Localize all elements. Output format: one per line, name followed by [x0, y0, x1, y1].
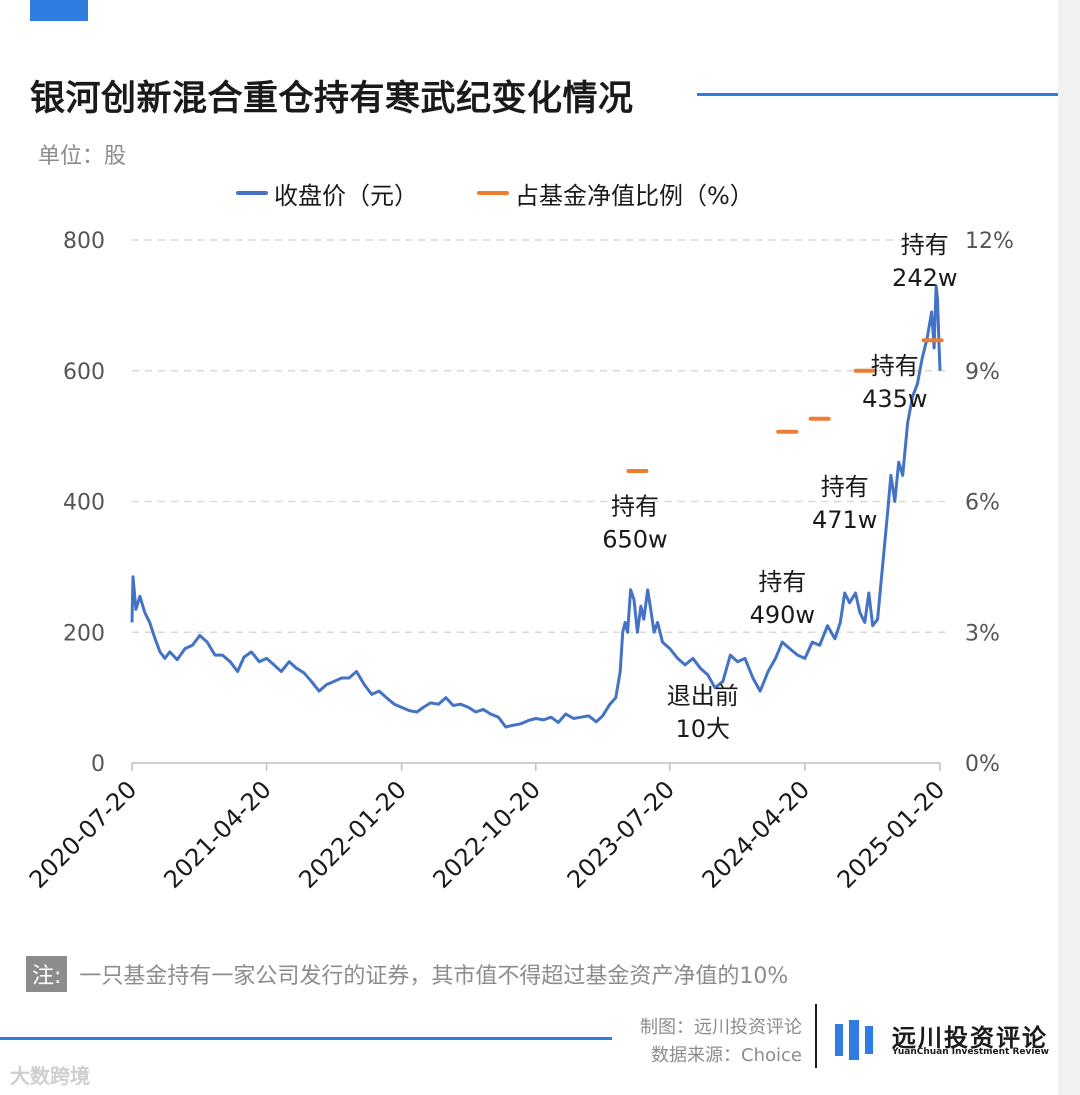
price-series-line — [130, 284, 942, 729]
legend-price: 收盘价（元） — [236, 175, 418, 211]
x-tick-label: 2024-04-20 — [697, 775, 815, 893]
brand-accent-block — [30, 0, 88, 21]
annotation-line1: 持有 — [871, 352, 919, 380]
legend-price-label: 收盘价（元） — [274, 181, 418, 210]
y-right-tick-label: 3% — [965, 621, 1000, 646]
y-right-tick-label: 0% — [965, 752, 1000, 777]
x-tick-label: 2025-01-20 — [832, 775, 950, 893]
page-margin — [1058, 0, 1080, 1095]
legend-line-icon — [236, 191, 268, 195]
legend-dash-icon — [477, 191, 509, 195]
y-right-tick-label: 6% — [965, 491, 1000, 516]
annotation-line1: 持有 — [821, 473, 869, 501]
annotation-line1: 持有 — [901, 231, 949, 259]
legend-pct: 占基金净值比例（%） — [477, 175, 754, 211]
credit-source: 数据来源：Choice — [651, 1045, 802, 1066]
unit-label: 单位：股 — [38, 144, 127, 169]
logo-bars-icon — [835, 1020, 873, 1060]
annotation-line1: 退出前 — [667, 682, 739, 710]
bottom-rule — [0, 1037, 612, 1040]
annotation-line1: 持有 — [611, 493, 659, 521]
x-tick-label: 2022-10-20 — [428, 775, 546, 893]
chart-title: 银河创新混合重仓持有寒武纪变化情况 — [30, 79, 634, 119]
annotation-line2: 471w — [812, 506, 877, 534]
logo-name: 远川投资评论 — [892, 1024, 1048, 1052]
page-background — [0, 0, 1058, 1095]
y-right-tick-label: 12% — [965, 229, 1014, 254]
chart-plot: 0 0% 200 3% 400 6% 600 9% 800 12% 2020-07-20 2021-0… — [24, 229, 1014, 894]
x-tick-label: 2021-04-20 — [158, 775, 276, 893]
logo-subtitle: YuanChuan Investment Review — [892, 1047, 1049, 1057]
annotation-line2: 650w — [602, 526, 667, 554]
y-left-tick-label: 200 — [63, 621, 105, 646]
y-right-tick-label: 9% — [965, 360, 1000, 385]
annotation-line2: 10大 — [675, 715, 730, 743]
footnote: 注: 一只基金持有一家公司发行的证券，其市值不得超过基金资产净值的10% — [26, 956, 788, 992]
annotation-line2: 490w — [750, 601, 815, 629]
note-tag: 注: — [26, 956, 68, 992]
x-tick-label: 2023-07-20 — [562, 775, 680, 893]
y-left-tick-label: 600 — [63, 360, 105, 385]
legend-pct-label: 占基金净值比例（%） — [515, 181, 754, 210]
y-left-tick-label: 400 — [63, 491, 105, 516]
y-left-tick-label: 800 — [63, 229, 105, 254]
y-left-tick-label: 0 — [91, 752, 105, 777]
note-text: 一只基金持有一家公司发行的证券，其市值不得超过基金资产净值的10% — [79, 964, 789, 989]
annotation-line2: 435w — [862, 385, 927, 413]
title-rule — [697, 93, 1058, 96]
watermark: 大数跨境 — [10, 1064, 90, 1088]
footer-divider — [815, 1004, 817, 1068]
annotation-line1: 持有 — [758, 568, 806, 596]
x-tick-label: 2020-07-20 — [24, 775, 142, 893]
annotation-line2: 242w — [892, 264, 957, 292]
credit-made: 制图：远川投资评论 — [640, 1017, 802, 1038]
x-tick-label: 2022-01-20 — [293, 775, 411, 893]
